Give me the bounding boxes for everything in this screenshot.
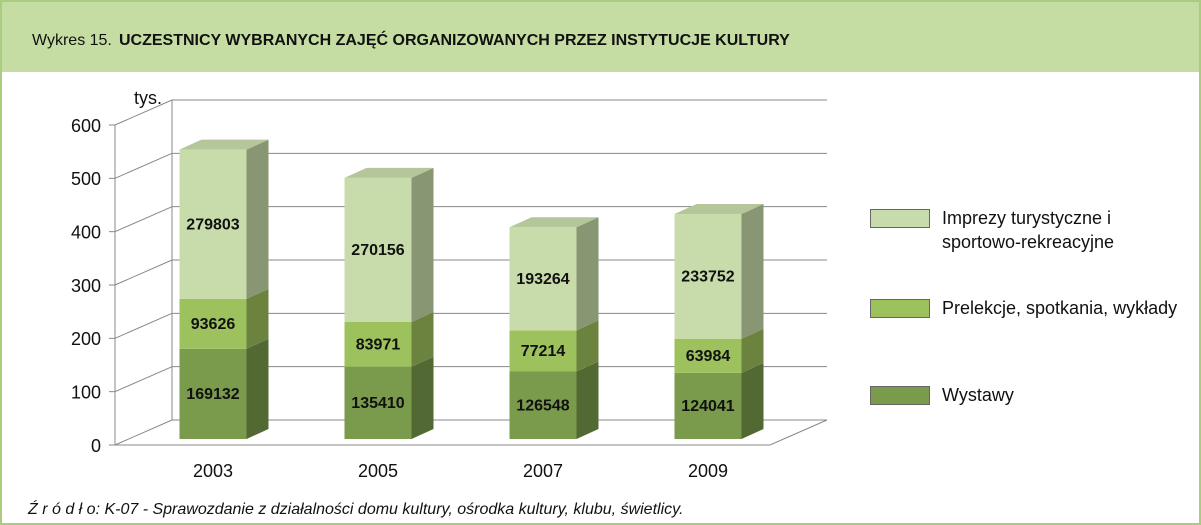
chart-title: UCZESTNICY WYBRANYCH ZAJĘĆ ORGANIZOWANYC… xyxy=(119,32,790,49)
bar-side xyxy=(246,338,269,439)
y-tick-label: 500 xyxy=(71,169,101,189)
bar-side xyxy=(246,288,269,349)
legend-label: Prelekcje, spotkania, wykłady xyxy=(942,298,1178,318)
bar-segment xyxy=(674,214,742,339)
title-label: Wykres 15. xyxy=(32,32,112,49)
y-tick-label: 200 xyxy=(71,329,101,349)
data-label: 93626 xyxy=(191,316,236,333)
bar-side xyxy=(246,139,269,299)
y-axis-label: tys. xyxy=(134,88,162,108)
data-label: 83971 xyxy=(356,337,401,354)
bar-top xyxy=(344,167,434,178)
data-label: 193264 xyxy=(516,271,569,288)
legend-item: Prelekcje, spotkania, wykłady xyxy=(870,296,1182,320)
legend-label: Wystawy xyxy=(942,385,1014,405)
bar-segment xyxy=(674,372,742,439)
legend-swatch xyxy=(870,386,930,405)
y-tick-label: 300 xyxy=(71,276,101,296)
legend-item: Imprezy turystyczne i sportowo-rekreacyj… xyxy=(870,206,1182,254)
grid-line xyxy=(114,259,173,286)
bar-segment xyxy=(179,298,247,349)
data-label: 270156 xyxy=(351,242,404,259)
bar-side xyxy=(411,311,434,367)
y-tick-label: 0 xyxy=(91,436,101,456)
data-label: 63984 xyxy=(686,348,731,365)
grid-line xyxy=(114,312,173,339)
header: Wykres 15. UCZESTNICY WYBRANYCH ZAJĘĆ OR… xyxy=(2,2,1199,72)
bar-side xyxy=(411,356,434,439)
bar-side xyxy=(741,204,764,339)
bar-segment xyxy=(344,366,412,439)
bar-segment xyxy=(344,177,412,322)
x-tick-label: 2009 xyxy=(688,461,728,481)
grid-line xyxy=(114,99,173,126)
bar-segment xyxy=(179,149,247,299)
legend-label: Imprezy turystyczne i sportowo-rekreacyj… xyxy=(942,208,1115,252)
bar-segment xyxy=(344,321,412,367)
y-tick-label: 600 xyxy=(71,116,101,136)
x-tick-label: 2005 xyxy=(358,461,398,481)
bar-top xyxy=(179,139,269,150)
bar-side xyxy=(576,320,599,372)
bar-side xyxy=(741,328,764,373)
source: Ź r ó d ł o: K-07 - Sprawozdanie z dział… xyxy=(28,501,684,518)
grid-line xyxy=(114,152,173,179)
bar-segment xyxy=(509,227,577,331)
grid-line xyxy=(114,366,173,393)
x-tick-label: 2003 xyxy=(193,461,233,481)
legend-swatch xyxy=(870,209,930,228)
bar-segment xyxy=(509,371,577,439)
bar-segment xyxy=(509,330,577,372)
y-tick-label: 400 xyxy=(71,222,101,242)
bar-segment xyxy=(179,348,247,439)
data-label: 279803 xyxy=(186,216,239,233)
grid-line xyxy=(114,206,173,233)
bar-side xyxy=(576,217,599,331)
bar-top xyxy=(674,204,764,215)
grid-line xyxy=(114,419,173,446)
data-label: 135410 xyxy=(351,395,404,412)
data-label: 233752 xyxy=(681,269,734,286)
chart: tys. 0 100 200 300 400 500 600 2003 169132 93626 2… xyxy=(71,88,828,481)
bar-side xyxy=(576,361,599,439)
data-label: 169132 xyxy=(186,386,239,403)
data-label: 77214 xyxy=(521,343,566,360)
floor xyxy=(115,419,828,446)
x-tick-label: 2007 xyxy=(523,461,563,481)
legend-swatch xyxy=(870,299,930,318)
bar-side xyxy=(741,362,764,439)
bar-segment xyxy=(674,338,742,373)
legend-item: Wystawy xyxy=(870,383,1182,407)
data-label: 126548 xyxy=(516,397,569,414)
bar-top xyxy=(509,217,599,228)
bar-side xyxy=(411,167,434,322)
data-label: 124041 xyxy=(681,398,734,415)
y-tick-label: 100 xyxy=(71,382,101,402)
